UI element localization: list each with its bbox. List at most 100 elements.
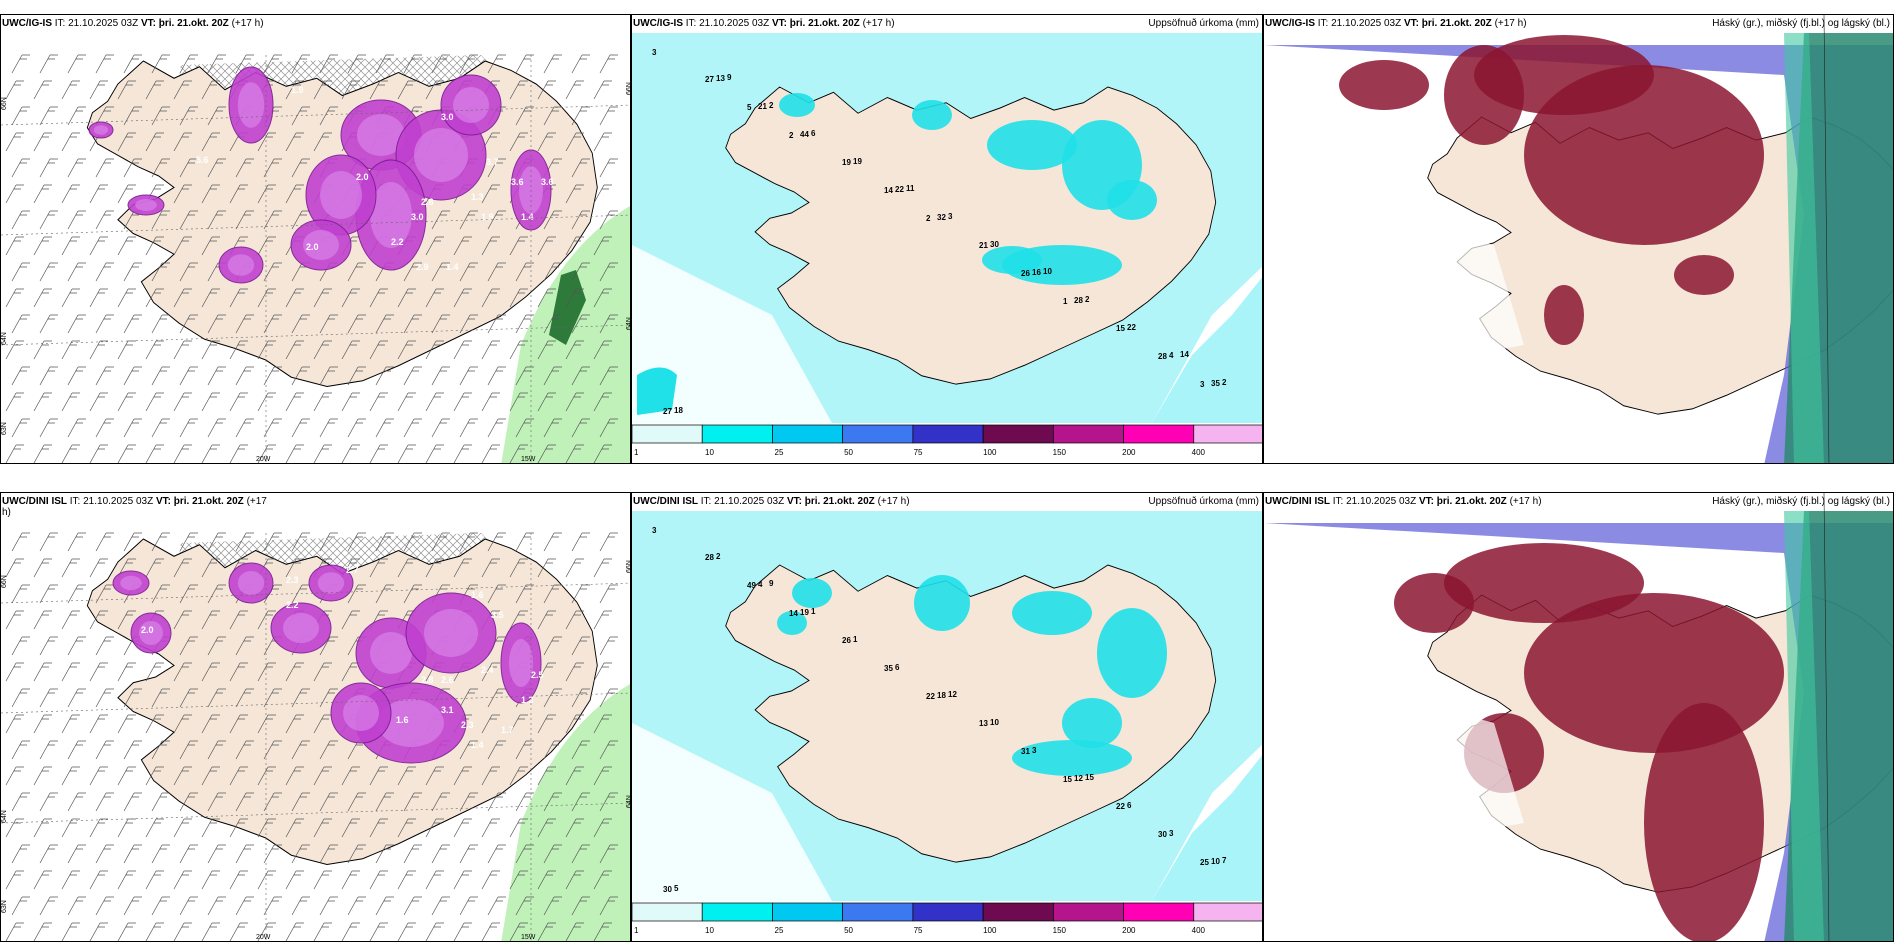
wind-barb — [173, 922, 192, 941]
wind-barb — [263, 740, 282, 760]
wind-barb — [341, 870, 360, 890]
wind-barb — [537, 870, 556, 890]
wind-barb — [481, 870, 500, 890]
field-value-label: 2.2 — [391, 237, 404, 247]
wind-barb — [67, 314, 86, 334]
wind-barb — [599, 418, 618, 438]
wind-barb — [487, 792, 506, 812]
latitude-label: 66N — [626, 82, 631, 95]
wind-barb — [145, 444, 164, 463]
wind-barb — [173, 766, 192, 786]
wind-barb — [117, 922, 136, 941]
map-panel-r1c3: UWC/IG-IS IT: 21.10.2025 03Z VT: þri. 21… — [1263, 14, 1894, 464]
wind-barb — [67, 262, 86, 282]
wind-barb — [543, 584, 562, 604]
clear-area — [1264, 623, 1354, 753]
precip-value-label: 2 — [926, 214, 931, 223]
wind-barb — [425, 444, 444, 463]
field-value-label: 2.8 — [421, 197, 434, 207]
wind-barb — [481, 922, 500, 941]
wind-barb — [487, 896, 506, 916]
wind-barb — [599, 366, 618, 386]
wind-barb — [285, 870, 304, 890]
wind-barb — [515, 106, 534, 126]
precip-value-label: 16 — [1032, 268, 1041, 277]
wind-barb — [593, 288, 612, 308]
precip-value-label: 2 — [1222, 378, 1227, 387]
wind-barb — [123, 688, 142, 708]
wind-barb — [369, 558, 388, 578]
wind-barb — [509, 818, 528, 838]
precip-value-label: 31 — [1021, 747, 1030, 756]
wind-barb — [403, 896, 422, 916]
wind-barb — [123, 532, 142, 552]
wind-barb — [33, 444, 52, 463]
wind-barb — [173, 714, 192, 734]
wind-barb — [347, 262, 366, 282]
precip-cell — [1062, 698, 1122, 748]
wind-barb — [291, 366, 310, 386]
field-value-label: 1.6 — [471, 590, 484, 600]
wind-barb — [39, 314, 58, 334]
wind-barb — [207, 688, 226, 708]
wind-barb — [313, 340, 332, 360]
wind-barb — [151, 106, 170, 126]
pink-field-core — [227, 254, 255, 276]
wind-barb — [257, 610, 276, 630]
wind-barb — [235, 792, 254, 812]
wind-barb — [123, 418, 142, 438]
precip-value-label: 1 — [853, 635, 858, 644]
precip-value-label: 5 — [674, 884, 679, 893]
precip-value-label: 7 — [1222, 856, 1227, 865]
wind-barb — [117, 662, 136, 682]
precip-value-label: 32 — [937, 213, 946, 222]
wind-barb — [145, 922, 164, 941]
wind-barb — [89, 288, 108, 308]
wind-barb — [565, 184, 584, 204]
wind-barb — [173, 80, 192, 100]
wind-barb — [11, 532, 30, 552]
wind-barb — [571, 314, 590, 334]
wind-barb — [397, 558, 416, 578]
colorbar-swatch — [632, 902, 703, 922]
wind-barb — [95, 366, 114, 386]
wind-barb — [5, 184, 24, 204]
wind-barb — [11, 688, 30, 708]
wind-barb — [173, 132, 192, 152]
wind-barb — [509, 558, 528, 578]
wind-barb — [285, 766, 304, 786]
pink-field-core — [453, 87, 489, 123]
wind-barb — [89, 236, 108, 256]
wind-barb — [431, 896, 450, 916]
wind-barb — [453, 922, 472, 941]
wind-barb — [459, 366, 478, 386]
wind-barb — [543, 844, 562, 864]
wind-barb — [33, 558, 52, 578]
wind-barb — [263, 366, 282, 386]
precip-value-label: 26 — [1021, 269, 1030, 278]
colorbar-label: 10 — [705, 448, 714, 457]
wind-barb — [229, 662, 248, 682]
high-cloud-edge — [1784, 511, 1824, 941]
field-value-label: 1.4 — [521, 212, 534, 222]
wind-barb — [145, 662, 164, 682]
wind-barb — [61, 558, 80, 578]
wind-barb — [403, 54, 422, 74]
precip-value-label: 21 — [979, 241, 988, 250]
wind-barb — [11, 106, 30, 126]
wind-barb — [257, 766, 276, 786]
precip-value-label: 12 — [1074, 774, 1083, 783]
wind-barb — [201, 714, 220, 734]
wind-barb — [117, 288, 136, 308]
wind-barb — [543, 418, 562, 438]
wind-barb — [565, 288, 584, 308]
wind-barb — [515, 262, 534, 282]
wind-barb — [61, 184, 80, 204]
field-value-label: 2.4 — [481, 665, 494, 675]
wind-barb — [341, 922, 360, 941]
wind-barb — [403, 532, 422, 552]
wind-barb — [89, 922, 108, 941]
wind-barb — [599, 896, 618, 916]
wind-barb — [593, 922, 612, 941]
colorbar-swatch — [772, 424, 844, 444]
